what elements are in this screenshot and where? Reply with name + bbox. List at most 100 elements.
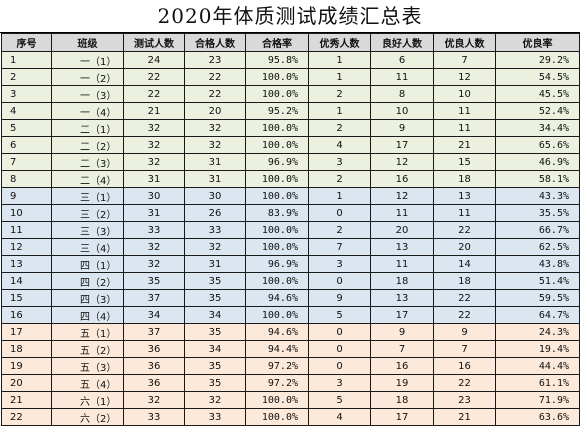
cell-excellent[interactable]: 3: [308, 153, 371, 171]
cell-class[interactable]: 一（4）: [51, 102, 124, 120]
cell-tested[interactable]: 35: [123, 272, 185, 290]
cell-excellent-good[interactable]: 7: [433, 51, 496, 69]
cell-tested[interactable]: 21: [123, 102, 185, 120]
cell-pass-rate[interactable]: 100.0%: [245, 306, 309, 324]
cell-excellent-good-rate[interactable]: 65.6%: [495, 136, 580, 154]
cell-good[interactable]: 12: [370, 153, 434, 171]
header-class[interactable]: 班级: [51, 33, 124, 52]
cell-excellent-good[interactable]: 21: [433, 136, 496, 154]
cell-excellent-good-rate[interactable]: 61.1%: [495, 374, 580, 392]
cell-serial[interactable]: 6: [1, 136, 52, 154]
cell-excellent-good-rate[interactable]: 71.9%: [495, 391, 580, 409]
cell-excellent-good[interactable]: 13: [433, 187, 496, 205]
cell-excellent-good-rate[interactable]: 45.5%: [495, 85, 580, 103]
cell-serial[interactable]: 22: [1, 408, 52, 426]
cell-tested[interactable]: 36: [123, 340, 185, 358]
cell-excellent-good[interactable]: 11: [433, 102, 496, 120]
cell-tested[interactable]: 33: [123, 221, 185, 239]
cell-class[interactable]: 五（1）: [51, 323, 124, 341]
cell-good[interactable]: 12: [370, 187, 434, 205]
cell-passed[interactable]: 31: [184, 153, 246, 171]
cell-excellent-good[interactable]: 23: [433, 391, 496, 409]
cell-excellent[interactable]: 4: [308, 408, 371, 426]
cell-tested[interactable]: 22: [123, 68, 185, 86]
cell-pass-rate[interactable]: 100.0%: [245, 221, 309, 239]
cell-pass-rate[interactable]: 95.8%: [245, 51, 309, 69]
cell-tested[interactable]: 34: [123, 306, 185, 324]
cell-class[interactable]: 二（4）: [51, 170, 124, 188]
header-excellent[interactable]: 优秀人数: [308, 33, 371, 52]
cell-pass-rate[interactable]: 94.4%: [245, 340, 309, 358]
cell-passed[interactable]: 35: [184, 374, 246, 392]
cell-passed[interactable]: 33: [184, 408, 246, 426]
cell-good[interactable]: 20: [370, 221, 434, 239]
cell-pass-rate[interactable]: 100.0%: [245, 170, 309, 188]
cell-pass-rate[interactable]: 100.0%: [245, 136, 309, 154]
cell-serial[interactable]: 14: [1, 272, 52, 290]
header-good[interactable]: 良好人数: [370, 33, 434, 52]
cell-pass-rate[interactable]: 100.0%: [245, 119, 309, 137]
cell-passed[interactable]: 32: [184, 136, 246, 154]
cell-serial[interactable]: 8: [1, 170, 52, 188]
cell-excellent-good-rate[interactable]: 54.5%: [495, 68, 580, 86]
cell-passed[interactable]: 26: [184, 204, 246, 222]
cell-good[interactable]: 18: [370, 391, 434, 409]
cell-excellent-good[interactable]: 10: [433, 85, 496, 103]
cell-pass-rate[interactable]: 100.0%: [245, 408, 309, 426]
cell-tested[interactable]: 37: [123, 289, 185, 307]
cell-excellent-good-rate[interactable]: 24.3%: [495, 323, 580, 341]
cell-tested[interactable]: 32: [123, 136, 185, 154]
header-excellent-good-rate[interactable]: 优良率: [495, 33, 580, 52]
cell-passed[interactable]: 35: [184, 323, 246, 341]
cell-serial[interactable]: 18: [1, 340, 52, 358]
cell-excellent[interactable]: 2: [308, 170, 371, 188]
cell-serial[interactable]: 1: [1, 51, 52, 69]
cell-excellent-good[interactable]: 7: [433, 340, 496, 358]
cell-serial[interactable]: 16: [1, 306, 52, 324]
cell-pass-rate[interactable]: 83.9%: [245, 204, 309, 222]
cell-excellent[interactable]: 7: [308, 238, 371, 256]
cell-excellent-good-rate[interactable]: 59.5%: [495, 289, 580, 307]
cell-class[interactable]: 三（2）: [51, 204, 124, 222]
cell-class[interactable]: 三（4）: [51, 238, 124, 256]
cell-excellent-good[interactable]: 15: [433, 153, 496, 171]
cell-class[interactable]: 四（3）: [51, 289, 124, 307]
cell-pass-rate[interactable]: 97.2%: [245, 357, 309, 375]
cell-excellent-good[interactable]: 22: [433, 289, 496, 307]
cell-passed[interactable]: 22: [184, 68, 246, 86]
cell-tested[interactable]: 24: [123, 51, 185, 69]
cell-good[interactable]: 18: [370, 272, 434, 290]
cell-class[interactable]: 六（1）: [51, 391, 124, 409]
cell-tested[interactable]: 36: [123, 374, 185, 392]
cell-good[interactable]: 9: [370, 119, 434, 137]
cell-excellent[interactable]: 3: [308, 255, 371, 273]
cell-excellent-good-rate[interactable]: 66.7%: [495, 221, 580, 239]
cell-tested[interactable]: 33: [123, 408, 185, 426]
cell-excellent-good[interactable]: 22: [433, 374, 496, 392]
cell-class[interactable]: 四（4）: [51, 306, 124, 324]
cell-serial[interactable]: 13: [1, 255, 52, 273]
cell-excellent[interactable]: 2: [308, 85, 371, 103]
cell-excellent-good[interactable]: 18: [433, 170, 496, 188]
cell-passed[interactable]: 32: [184, 391, 246, 409]
cell-pass-rate[interactable]: 100.0%: [245, 272, 309, 290]
cell-passed[interactable]: 31: [184, 170, 246, 188]
cell-serial[interactable]: 12: [1, 238, 52, 256]
header-pass-rate[interactable]: 合格率: [245, 33, 309, 52]
cell-good[interactable]: 16: [370, 170, 434, 188]
cell-serial[interactable]: 20: [1, 374, 52, 392]
cell-tested[interactable]: 31: [123, 204, 185, 222]
cell-tested[interactable]: 32: [123, 119, 185, 137]
cell-excellent-good-rate[interactable]: 51.4%: [495, 272, 580, 290]
cell-serial[interactable]: 9: [1, 187, 52, 205]
cell-pass-rate[interactable]: 96.9%: [245, 255, 309, 273]
cell-passed[interactable]: 35: [184, 272, 246, 290]
cell-class[interactable]: 六（2）: [51, 408, 124, 426]
cell-good[interactable]: 16: [370, 357, 434, 375]
cell-excellent-good-rate[interactable]: 34.4%: [495, 119, 580, 137]
cell-passed[interactable]: 35: [184, 357, 246, 375]
cell-serial[interactable]: 15: [1, 289, 52, 307]
cell-excellent[interactable]: 2: [308, 221, 371, 239]
cell-pass-rate[interactable]: 100.0%: [245, 187, 309, 205]
cell-good[interactable]: 17: [370, 408, 434, 426]
